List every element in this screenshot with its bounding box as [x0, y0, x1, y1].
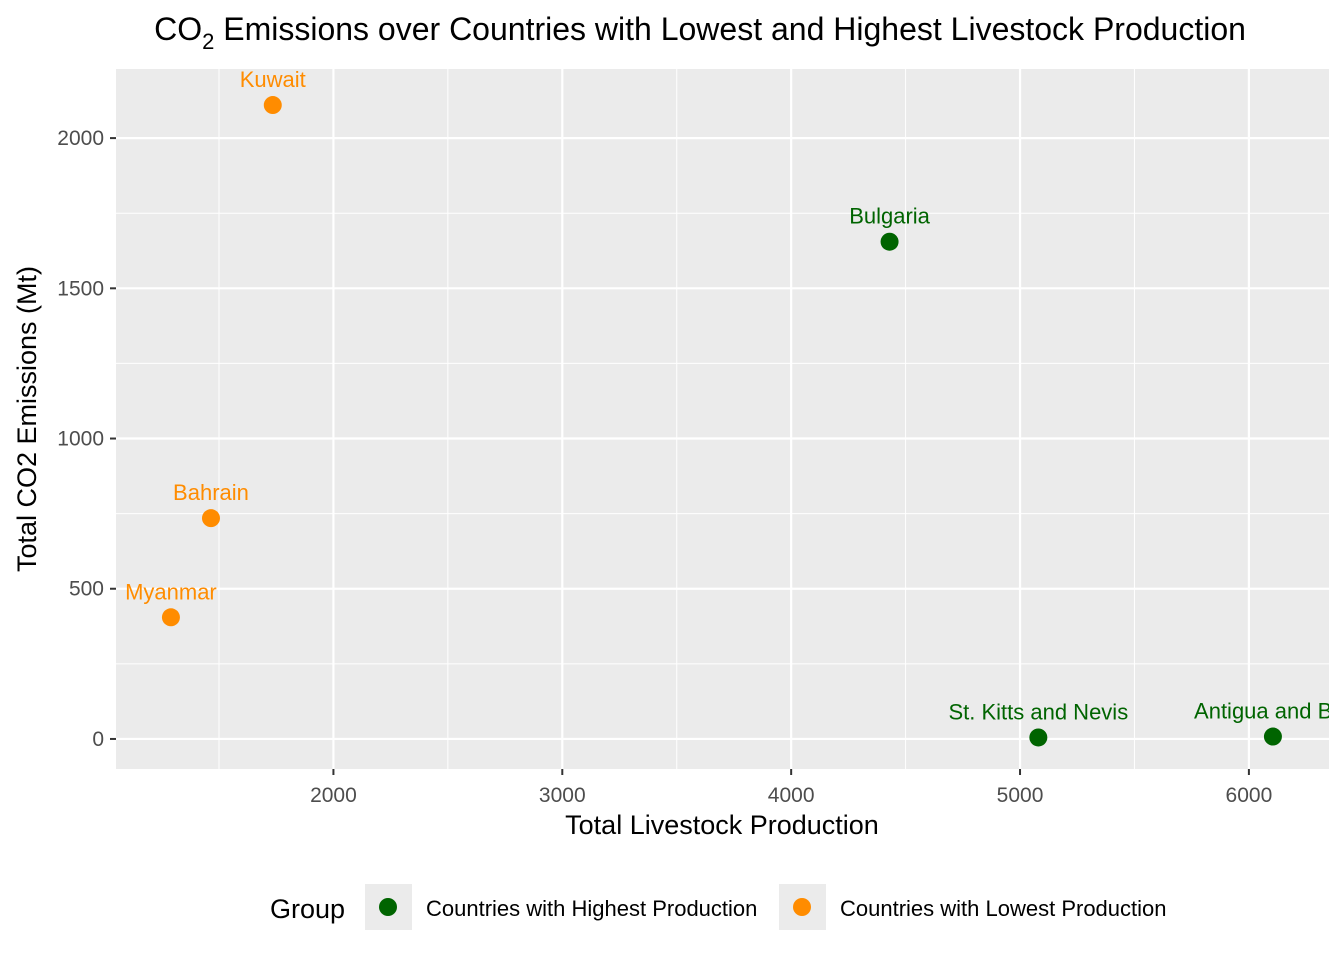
data-point-label: Bahrain [173, 480, 249, 505]
y-tick-label: 500 [69, 578, 104, 601]
data-point-label: Kuwait [240, 67, 306, 92]
data-point-label: St. Kitts and Nevis [948, 699, 1128, 724]
legend-title: Group [270, 894, 345, 924]
legend-marker-lowest [793, 898, 811, 916]
y-tick-label: 1500 [57, 277, 104, 300]
x-tick-label: 3000 [539, 784, 586, 807]
data-point [1029, 728, 1048, 747]
legend-marker-highest [379, 898, 397, 916]
data-point [263, 96, 282, 115]
x-tick-label: 4000 [768, 784, 815, 807]
data-point [880, 232, 899, 251]
legend-label-lowest: Countries with Lowest Production [840, 896, 1167, 921]
legend: Group Countries with Highest Production … [270, 884, 1167, 930]
data-point [1263, 727, 1282, 746]
plot-panel [116, 69, 1329, 769]
data-point-label: Myanmar [125, 579, 217, 604]
y-axis-ticks: 0 500 1000 1500 2000 [57, 127, 116, 751]
chart-title: CO2 Emissions over Countries with Lowest… [154, 11, 1246, 54]
legend-label-highest: Countries with Highest Production [426, 896, 757, 921]
data-point-label: Bulgaria [849, 204, 930, 229]
x-tick-label: 5000 [997, 784, 1044, 807]
y-tick-label: 2000 [57, 127, 104, 150]
x-tick-label: 2000 [310, 784, 357, 807]
x-axis-ticks: 2000 3000 4000 5000 6000 [310, 769, 1272, 807]
grid-major [116, 69, 1329, 769]
y-tick-label: 0 [92, 728, 104, 751]
data-point [201, 509, 220, 528]
data-point-label: Antigua and Bar [1194, 699, 1344, 724]
data-points: Bulgaria St. Kitts and Nevis Antigua and B… [125, 67, 1344, 747]
x-tick-label: 6000 [1226, 784, 1273, 807]
data-point [161, 608, 180, 627]
grid-minor [116, 69, 1329, 769]
y-tick-label: 1000 [57, 428, 104, 451]
y-axis-label: Total CO2 Emissions (Mt) [12, 266, 42, 572]
x-axis-label: Total Livestock Production [565, 810, 879, 840]
